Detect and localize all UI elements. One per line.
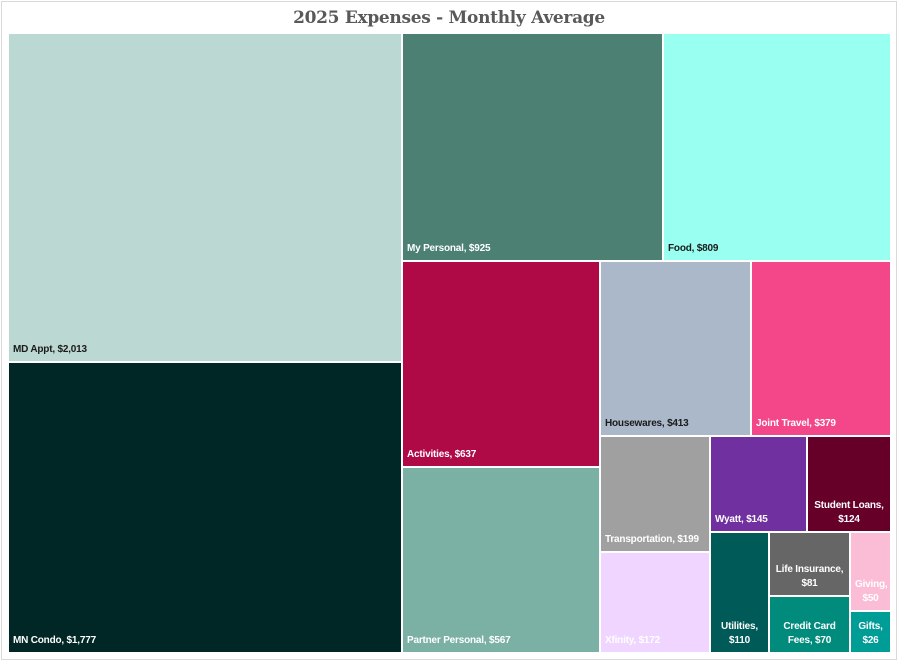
- tile-label: Giving, $50: [855, 579, 888, 604]
- tile-label: MD Appt, $2,013: [13, 344, 87, 355]
- treemap-tile-credit-card-fees: Credit Card Fees, $70: [770, 597, 849, 652]
- treemap-tile-md-appt: MD Appt, $2,013: [9, 34, 401, 361]
- chart-title: 2025 Expenses - Monthly Average: [293, 8, 605, 28]
- treemap-tile-joint-travel: Joint Travel, $379: [752, 262, 890, 435]
- treemap-tile-food: Food, $809: [664, 34, 890, 260]
- treemap-tile-wyatt: Wyatt, $145: [711, 437, 806, 531]
- treemap-tile-activities: Activities, $637: [403, 262, 599, 466]
- treemap-tile-partner-personal: Partner Personal, $567: [403, 468, 599, 652]
- tile-label: Housewares, $413: [605, 418, 689, 429]
- tile-label: Xfinity, $172: [605, 635, 661, 646]
- tile-label: Partner Personal, $567: [407, 635, 511, 646]
- tile-label: Food, $809: [668, 243, 719, 254]
- treemap-tile-housewares: Housewares, $413: [601, 262, 750, 435]
- treemap-tile-life-insurance: Life Insurance, $81: [770, 533, 849, 595]
- tile-label: My Personal, $925: [407, 243, 491, 254]
- tile-label: Student Loans, $124: [814, 500, 884, 525]
- treemap-tile-student-loans: Student Loans, $124: [808, 437, 890, 531]
- tile-label: Activities, $637: [407, 449, 477, 460]
- treemap-tile-xfinity: Xfinity, $172: [601, 553, 709, 652]
- tile-label: Life Insurance, $81: [775, 564, 844, 589]
- tile-label: Joint Travel, $379: [756, 418, 836, 429]
- treemap-tile-transportation: Transportation, $199: [601, 437, 709, 551]
- treemap-tile-gifts: Gifts, $26: [851, 612, 890, 652]
- tile-label: Utilities, $110: [721, 621, 758, 646]
- tile-label: Transportation, $199: [605, 534, 699, 545]
- treemap-tile-utilities: Utilities, $110: [711, 533, 768, 652]
- tile-label: Gifts, $26: [858, 621, 883, 646]
- treemap-tile-giving: Giving, $50: [851, 533, 890, 610]
- tile-label: Wyatt, $145: [715, 514, 768, 525]
- treemap-tile-mn-condo: MN Condo, $1,777: [9, 363, 401, 652]
- tile-label: MN Condo, $1,777: [13, 635, 96, 646]
- treemap-tile-my-personal: My Personal, $925: [403, 34, 662, 260]
- tile-label: Credit Card Fees, $70: [783, 621, 836, 646]
